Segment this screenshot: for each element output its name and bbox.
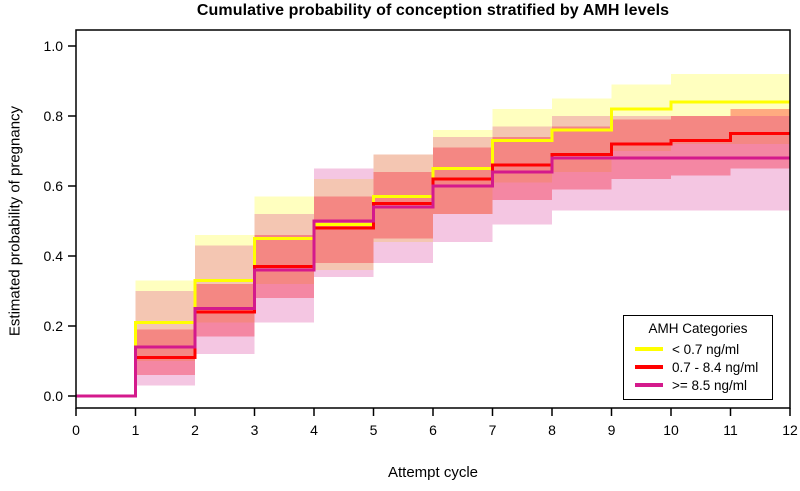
legend-label: 0.7 - 8.4 ng/ml bbox=[672, 359, 759, 375]
ci-band-series-2 bbox=[135, 291, 195, 386]
legend-swatch-red-line bbox=[635, 365, 663, 369]
ci-band-series-0 bbox=[552, 98, 612, 172]
ci-band-series-1 bbox=[135, 329, 195, 375]
legend-label: < 0.7 ng/ml bbox=[672, 341, 740, 357]
ci-band-series-2 bbox=[254, 214, 314, 323]
ci-band-series-0 bbox=[373, 154, 433, 242]
x-tick-label: 4 bbox=[310, 422, 318, 438]
ci-band-series-0 bbox=[492, 109, 552, 183]
y-tick-label: 0.0 bbox=[44, 388, 64, 404]
series-line-2 bbox=[76, 156, 790, 398]
x-tick-label: 3 bbox=[251, 422, 259, 438]
ci-band-series-1 bbox=[671, 116, 731, 176]
y-tick-label: 0.6 bbox=[44, 178, 64, 194]
x-tick-label: 9 bbox=[608, 422, 616, 438]
legend-label: >= 8.5 ng/ml bbox=[672, 377, 748, 393]
legend-item-lt07: < 0.7 ng/ml bbox=[624, 340, 772, 358]
ci-band-series-1 bbox=[195, 284, 255, 337]
ci-band-series-2 bbox=[671, 116, 731, 211]
y-tick-label: 0.4 bbox=[44, 248, 64, 264]
x-tick-label: 11 bbox=[723, 422, 738, 438]
y-tick-label: 1.0 bbox=[44, 38, 64, 54]
x-tick-label: 7 bbox=[489, 422, 497, 438]
x-tick-label: 8 bbox=[548, 422, 556, 438]
x-tick-label: 12 bbox=[782, 422, 798, 438]
x-tick-label: 10 bbox=[663, 422, 679, 438]
y-axis-label: Estimated probability of pregnancy bbox=[6, 105, 24, 337]
x-tick-label: 5 bbox=[370, 422, 378, 438]
ci-band-series-2 bbox=[552, 116, 612, 211]
ci-band-series-2 bbox=[492, 126, 552, 225]
y-tick-label: 0.8 bbox=[44, 108, 64, 124]
ci-band-series-2 bbox=[195, 245, 255, 354]
ci-band-series-1 bbox=[373, 172, 433, 239]
legend-swatch-yellow-line bbox=[635, 347, 663, 351]
x-tick-label: 1 bbox=[132, 422, 140, 438]
ci-band-series-2 bbox=[314, 168, 374, 277]
ci-band-series-1 bbox=[492, 137, 552, 200]
legend-item-gte85: >= 8.5 ng/ml bbox=[624, 376, 772, 394]
ci-band-series-1 bbox=[433, 147, 493, 214]
x-tick-label: 6 bbox=[429, 422, 437, 438]
ci-band-series-2 bbox=[433, 137, 493, 242]
ci-band-series-0 bbox=[611, 84, 671, 151]
y-tick-label: 0.2 bbox=[44, 318, 64, 334]
ci-band-series-2 bbox=[611, 116, 671, 211]
ci-band-series-0 bbox=[433, 130, 493, 214]
ci-band-series-2 bbox=[730, 116, 790, 211]
ci-band-series-0 bbox=[671, 74, 731, 144]
x-tick-label: 2 bbox=[191, 422, 199, 438]
ci-band-series-1 bbox=[314, 196, 374, 263]
ci-band-series-1 bbox=[611, 119, 671, 179]
legend-box: AMH Categories < 0.7 ng/ml 0.7 - 8.4 ng/… bbox=[623, 315, 773, 400]
chart-title: Cumulative probability of conception str… bbox=[196, 2, 670, 19]
legend-swatch-magenta-line bbox=[635, 383, 663, 387]
x-axis-label: Attempt cycle bbox=[387, 464, 479, 481]
legend-title: AMH Categories bbox=[648, 321, 748, 336]
legend-item-07-84: 0.7 - 8.4 ng/ml bbox=[624, 358, 772, 376]
ci-band-series-2 bbox=[373, 154, 433, 263]
x-tick-label: 0 bbox=[72, 422, 80, 438]
